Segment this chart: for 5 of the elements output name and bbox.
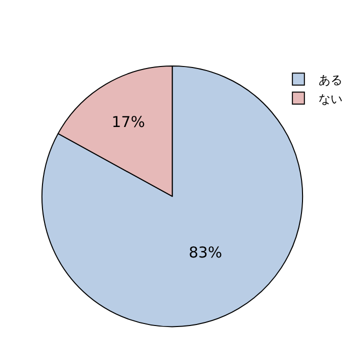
- data-label: 83%: [188, 243, 222, 262]
- data-label: 17%: [112, 113, 145, 132]
- legend-label: ない: [318, 92, 342, 106]
- legend-label: ある: [318, 72, 342, 87]
- pie-slice: [41, 66, 303, 328]
